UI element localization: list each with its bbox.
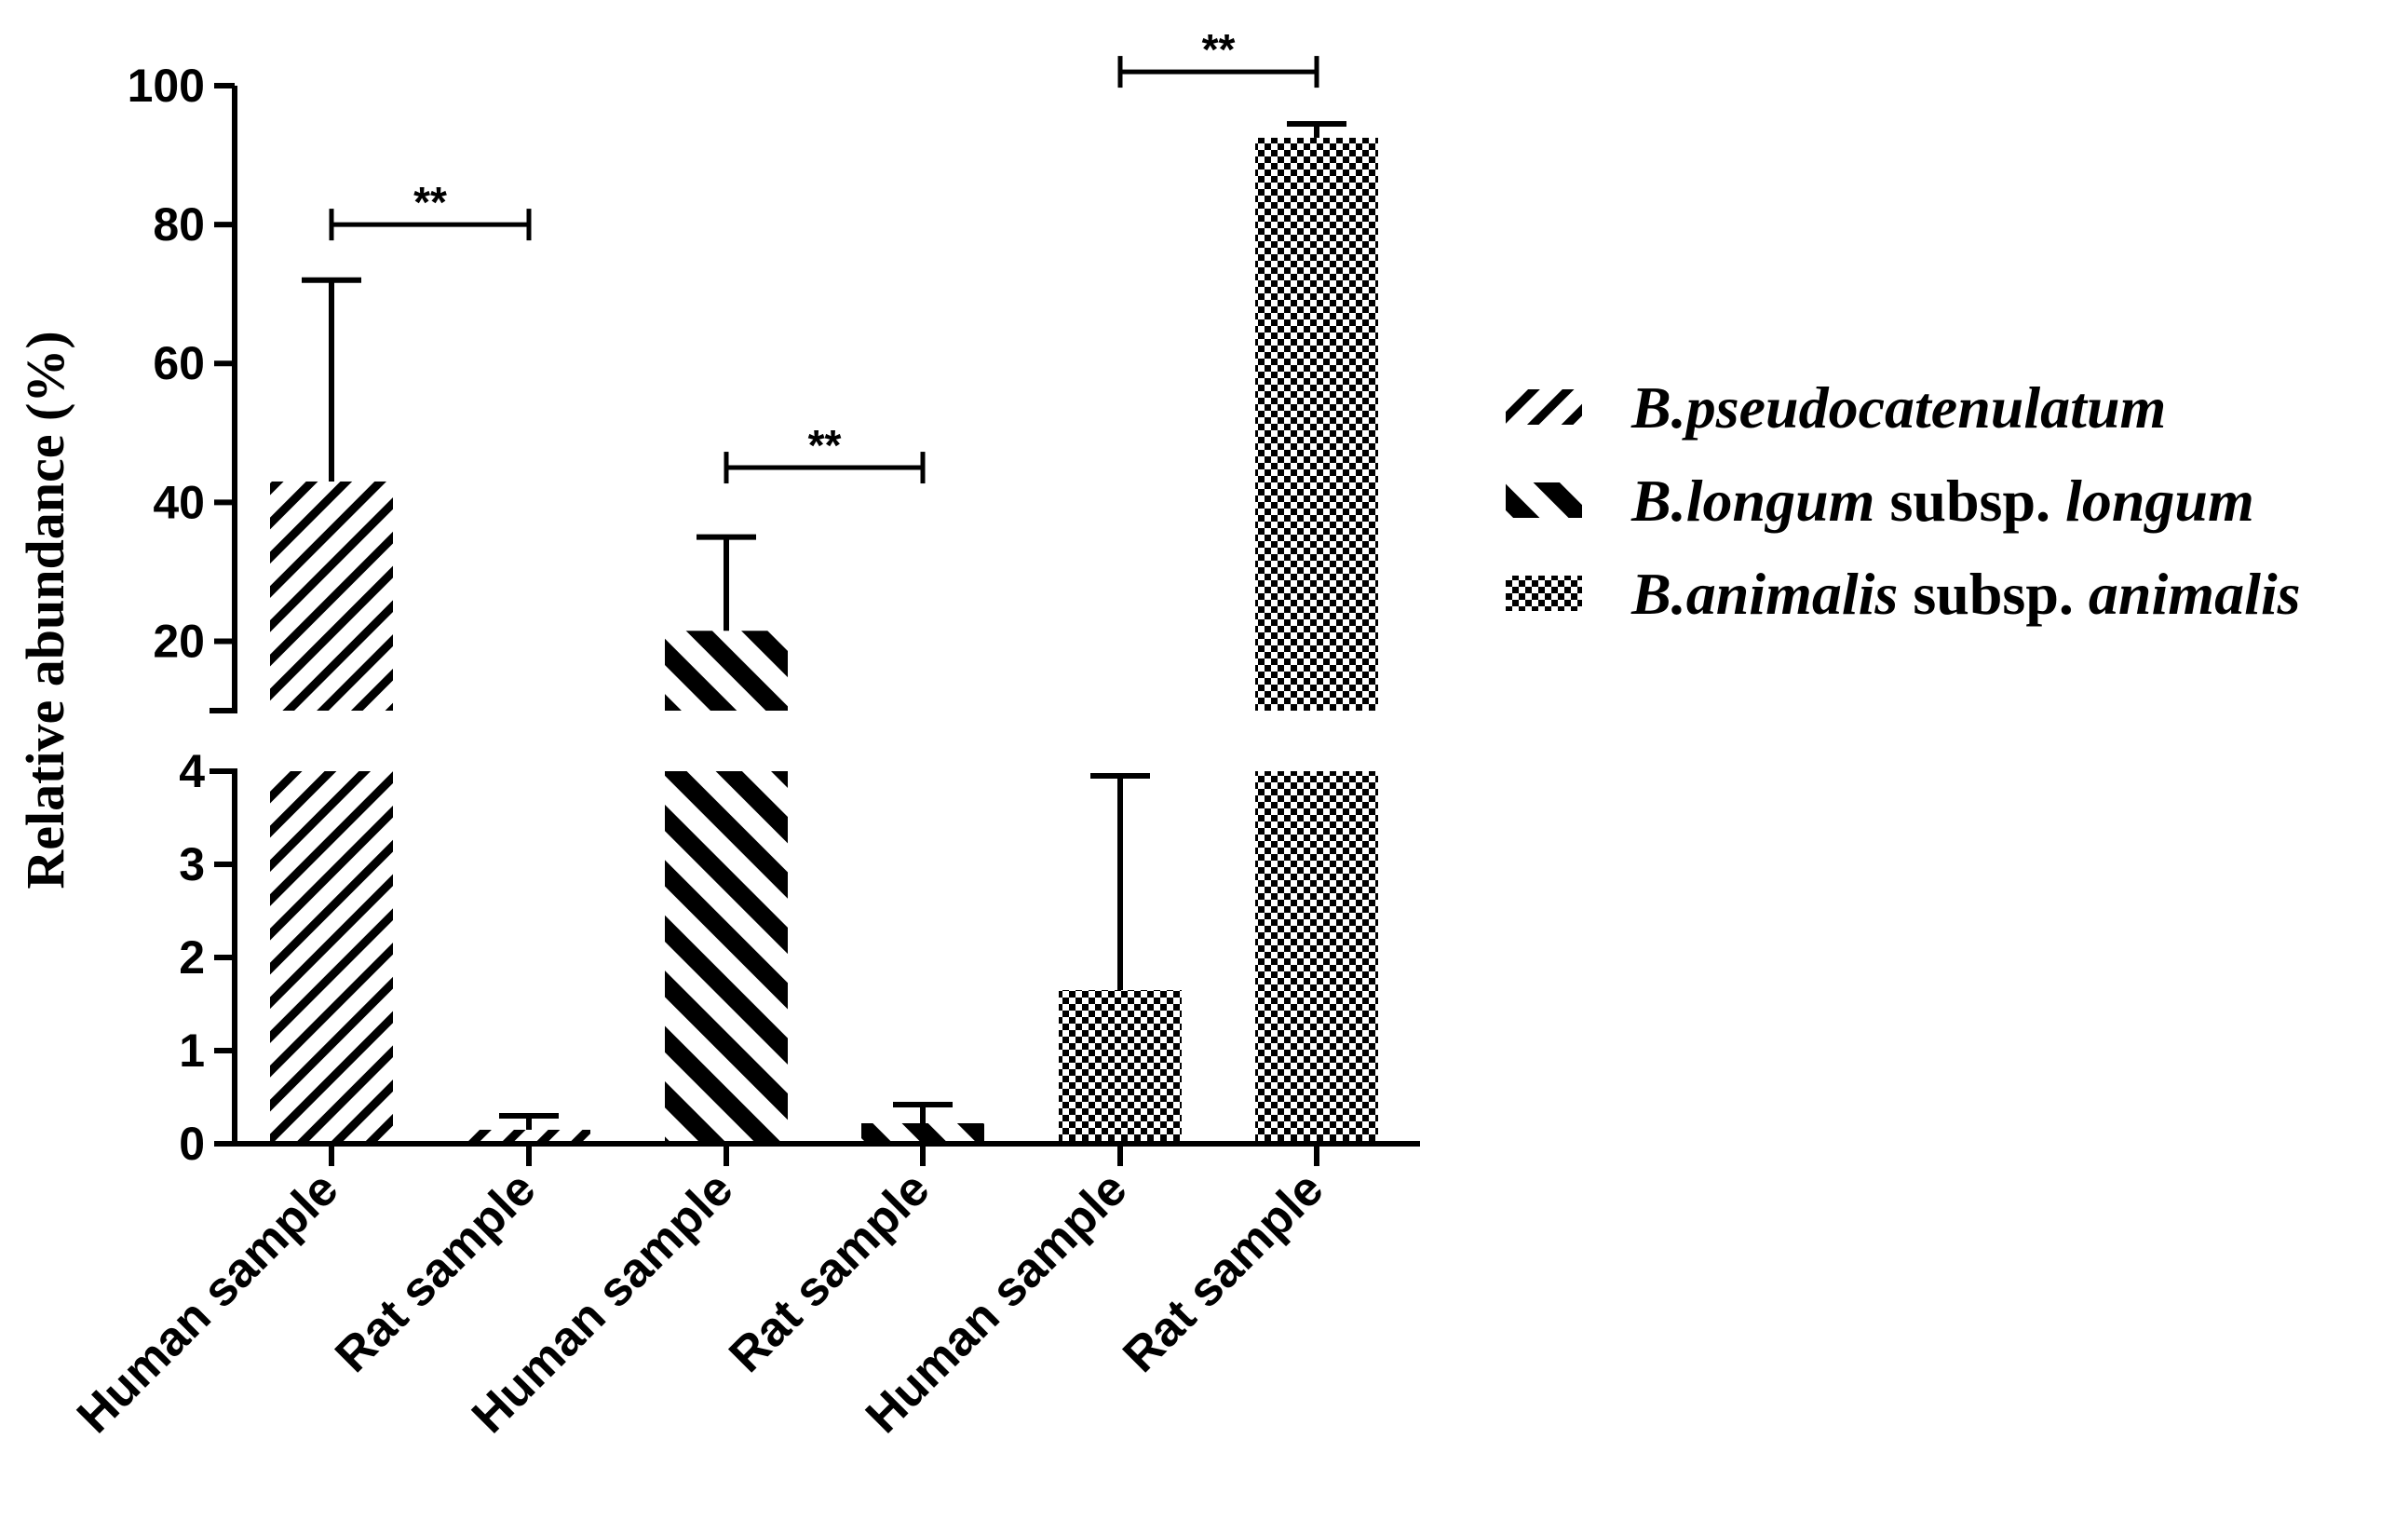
sig-label-0: ** bbox=[413, 178, 447, 226]
legend-label-part-1-2: longum bbox=[2065, 468, 2254, 534]
bar-upper-5 bbox=[1255, 137, 1378, 711]
bar-upper-2 bbox=[665, 631, 788, 711]
y-tick-label-upper-2: 60 bbox=[153, 337, 205, 389]
legend-label-0: B.pseudocatenulatum bbox=[1630, 374, 2166, 441]
y-tick-label-lower-4: 4 bbox=[179, 745, 205, 797]
legend-label-part-2-0: B.animalis bbox=[1630, 561, 1898, 627]
legend-label-part-1-0: B.longum bbox=[1630, 468, 1874, 534]
bar-lower-1 bbox=[467, 1130, 590, 1144]
legend-label-part-2-1: subsp. bbox=[1898, 561, 2089, 627]
sig-label-1: ** bbox=[808, 421, 842, 469]
y-axis-title: Relative abundance (%) bbox=[15, 331, 75, 889]
y-tick-label-lower-3: 3 bbox=[179, 838, 205, 890]
axes-layer: 0 1 2 3 4 20 40 60 80 100 bbox=[128, 60, 1420, 1170]
legend-label-part-2-2: animalis bbox=[2089, 561, 2301, 627]
bars-layer bbox=[270, 137, 1378, 1144]
y-tick-label-lower-0: 0 bbox=[179, 1118, 205, 1170]
y-tick-label-lower-1: 1 bbox=[179, 1025, 205, 1077]
significance-layer: ** ** ** bbox=[329, 25, 1319, 484]
y-tick-label-upper-1: 40 bbox=[153, 476, 205, 528]
bar-lower-2 bbox=[665, 771, 788, 1144]
bar-lower-0 bbox=[270, 771, 393, 1144]
x-tick-label-5: Rat sample bbox=[1113, 1161, 1333, 1382]
y-tick-label-upper-0: 20 bbox=[153, 615, 205, 667]
legend-label-part-1-1: subsp. bbox=[1874, 468, 2065, 534]
bar-lower-3 bbox=[861, 1123, 984, 1144]
sig-label-2: ** bbox=[1202, 25, 1236, 74]
x-tick-label-0: Human sample bbox=[67, 1161, 349, 1444]
y-tick-label-upper-3: 80 bbox=[153, 198, 205, 251]
y-tick-label-lower-2: 2 bbox=[179, 931, 205, 984]
bar-lower-4 bbox=[1059, 990, 1182, 1144]
legend-swatch-1 bbox=[1506, 482, 1582, 518]
y-tick-label-upper-4: 100 bbox=[128, 60, 205, 112]
bar-upper-0 bbox=[270, 481, 393, 711]
error-bars-layer bbox=[302, 121, 1346, 1130]
legend: B.pseudocatenulatum B.longum subsp. longu… bbox=[1506, 374, 2301, 627]
legend-swatch-0 bbox=[1506, 389, 1582, 425]
legend-label-1: B.longum subsp. longum bbox=[1630, 468, 2254, 534]
bar-lower-5 bbox=[1255, 771, 1378, 1144]
legend-label-2: B.animalis subsp. animalis bbox=[1630, 561, 2301, 627]
x-tick-label-3: Rat sample bbox=[719, 1161, 940, 1382]
legend-swatch-2 bbox=[1506, 576, 1582, 611]
legend-label-part-0-0: B.pseudocatenulatum bbox=[1630, 374, 2166, 441]
x-tick-label-1: Rat sample bbox=[325, 1161, 546, 1382]
